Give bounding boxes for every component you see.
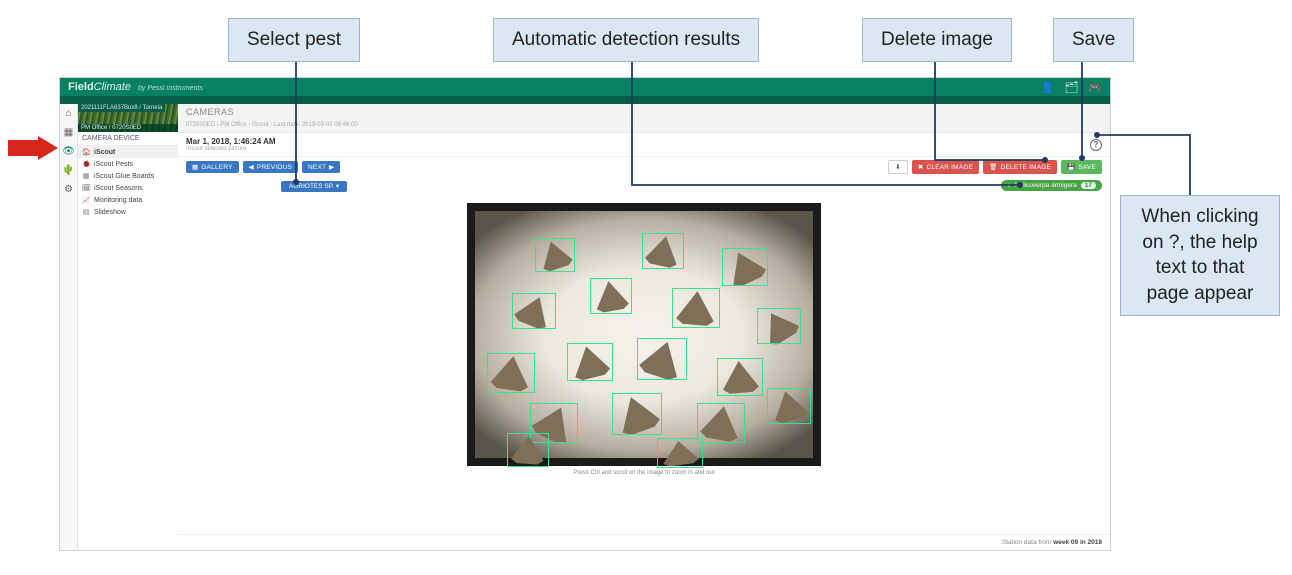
detection-box[interactable] (507, 433, 549, 467)
sidebar-item-icon: 🐞 (82, 160, 90, 168)
rail-home-icon[interactable]: ⌂ (65, 108, 71, 119)
sidebar-item-label: Slideshow (94, 209, 126, 216)
help-button[interactable]: ? (1090, 139, 1102, 151)
game-icon[interactable]: 🎮 (1088, 81, 1102, 94)
clear-image-button[interactable]: ✖ CLEAR IMAGE (912, 160, 979, 174)
detection-box[interactable] (717, 358, 763, 396)
main-panel: CAMERAS 0720S0ED › PM Office › iScout · … (178, 104, 1110, 550)
breadcrumb-trail: 0720S0ED › PM Office › iScout · Last dat… (186, 122, 358, 128)
sidebar-item-icon: 🏠 (82, 148, 90, 156)
rail-gear-icon[interactable]: ⚙ (64, 184, 73, 195)
download-button[interactable]: ⬇ (888, 160, 908, 174)
detection-box[interactable] (657, 438, 703, 468)
icon-rail: ⌂ ▦ 👁 🌵 ⚙ (60, 104, 78, 550)
sidebar-item-icon: 📈 (82, 196, 90, 204)
sidebar: 2021111FLA637Bux8 / Tornela PM Office / … (78, 104, 178, 224)
datetime-row: Mar 1, 2018, 1:46:24 AM iScout selected … (178, 133, 1110, 157)
save-button[interactable]: 💾 SAVE (1061, 160, 1102, 174)
callout-help: When clicking on ?, the help text to tha… (1120, 195, 1280, 316)
sidebar-item-label: iScout (94, 149, 115, 156)
clear-label: CLEAR IMAGE (926, 164, 973, 171)
previous-button[interactable]: ◀ PREVIOUS (243, 161, 298, 173)
detection-chip-count: 17 (1081, 182, 1096, 189)
rail-eye-icon[interactable]: 👁 (62, 146, 75, 157)
pest-dropdown-label: AGRIOTES SP. (289, 183, 334, 190)
sidebar-photo-tag: 2021111FLA637Bux8 / Tornela (78, 104, 165, 112)
callout-save: Save (1053, 18, 1134, 62)
detection-box[interactable] (590, 278, 632, 314)
detection-chip-label: Helicoverpa armigera (1015, 182, 1077, 189)
image-area: Press Ctrl and scroll on the image to zo… (178, 195, 1110, 534)
pest-dropdown[interactable]: AGRIOTES SP. ▾ (281, 181, 347, 192)
zoom-hint: Press Ctrl and scroll on the image to zo… (573, 470, 714, 476)
sidebar-item-label: iScout Pests (94, 161, 133, 168)
sub-bar (60, 96, 1110, 104)
rail-grid-icon[interactable]: ▦ (64, 127, 73, 138)
sidebar-item-icon: ▤ (82, 208, 90, 216)
callout-delete-image: Delete image (862, 18, 1012, 62)
detection-box[interactable] (612, 393, 662, 435)
callout-select-pest: Select pest (228, 18, 360, 62)
delete-image-button[interactable]: 🗑 DELETE IMAGE (983, 160, 1057, 174)
detection-box[interactable] (642, 233, 684, 269)
sidebar-station-photo[interactable]: 2021111FLA637Bux8 / Tornela PM Office / … (78, 104, 178, 132)
red-pointer-arrow (8, 136, 58, 160)
detection-box[interactable] (567, 343, 613, 381)
image-subtext: iScout selected picture (186, 146, 276, 152)
sidebar-item[interactable]: ▦ iScout Glue Boards (78, 170, 178, 182)
sidebar-item[interactable]: ▤ Slideshow (78, 206, 178, 218)
folder-icon[interactable]: 🗂 (1064, 81, 1078, 94)
sidebar-item[interactable]: 🐞 iScout Pests (78, 158, 178, 170)
detection-box[interactable] (697, 403, 745, 443)
footer: Station data from week 09 in 2018 (178, 534, 1110, 550)
sidebar-item-label: Monitoring data (94, 197, 142, 204)
brand-light: Climate (94, 81, 131, 93)
sidebar-item-label: iScout Seasons (94, 185, 143, 192)
detection-box[interactable] (757, 308, 801, 344)
save-label: SAVE (1078, 164, 1096, 171)
rail-cactus-icon[interactable]: 🌵 (62, 165, 74, 176)
image-datetime: Mar 1, 2018, 1:46:24 AM (186, 137, 276, 146)
gallery-button[interactable]: ▦ GALLERY (186, 161, 239, 173)
detection-box[interactable] (535, 238, 575, 272)
page-title: CAMERAS (186, 107, 1102, 117)
next-label: NEXT (308, 164, 326, 171)
sidebar-item-icon: 🗓 (82, 184, 90, 192)
user-icon[interactable]: 👤 (1041, 81, 1055, 94)
next-button[interactable]: NEXT ▶ (302, 161, 340, 173)
sidebar-item-icon: ▦ (82, 172, 90, 180)
sidebar-photo-caption: PM Office / 0720S0ED (78, 124, 178, 132)
sidebar-item-label: iScout Glue Boards (94, 173, 154, 180)
delete-label: DELETE IMAGE (1001, 164, 1051, 171)
brand-strong: Field (68, 81, 94, 93)
gallery-label: GALLERY (201, 164, 232, 171)
sidebar-list: 🏠 iScout 🐞 iScout Pests ▦ iScout Glue Boards 🗓… (78, 146, 178, 218)
detection-box[interactable] (672, 288, 720, 328)
sidebar-device-label: CAMERA DEVICE (78, 132, 178, 146)
detection-box[interactable] (722, 248, 768, 286)
footer-pre: Station data from (1002, 539, 1053, 546)
footer-week: week 09 in 2018 (1053, 539, 1102, 546)
sidebar-item[interactable]: 📈 Monitoring data (78, 194, 178, 206)
breadcrumb: CAMERAS 0720S0ED › PM Office › iScout · … (178, 104, 1110, 133)
toolbar: ▦ GALLERY ◀ PREVIOUS NEXT ▶ ⬇ ✖ CLEAR IM… (178, 157, 1110, 177)
brand-bar: FieldClimate by Pessl Instruments 👤 🗂 🎮 (60, 78, 1110, 96)
app-window: FieldClimate by Pessl Instruments 👤 🗂 🎮 … (60, 78, 1110, 550)
detection-box[interactable] (512, 293, 556, 329)
detection-box[interactable] (487, 353, 535, 393)
previous-label: PREVIOUS (257, 164, 292, 171)
sidebar-item[interactable]: 🗓 iScout Seasons (78, 182, 178, 194)
detection-chip[interactable]: ● Helicoverpa armigera 17 (1001, 180, 1102, 191)
brand-name: FieldClimate by Pessl Instruments (68, 81, 203, 93)
brand-byline: by Pessl Instruments (138, 85, 203, 92)
filter-row: AGRIOTES SP. ▾ ● Helicoverpa armigera 17 (178, 177, 1110, 195)
detection-box[interactable] (637, 338, 687, 380)
callout-auto-detect: Automatic detection results (493, 18, 759, 62)
sidebar-item[interactable]: 🏠 iScout (78, 146, 178, 158)
detection-box[interactable] (767, 388, 811, 424)
trap-image[interactable] (467, 203, 821, 466)
